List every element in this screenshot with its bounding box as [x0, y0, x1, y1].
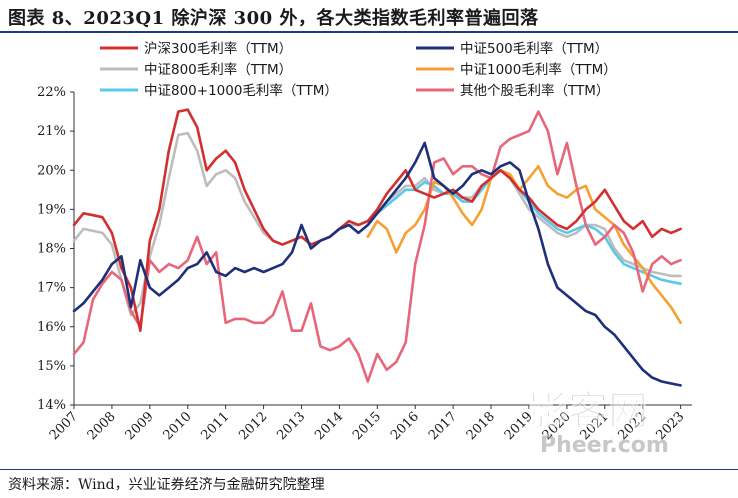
x-tick-label: 2018	[464, 409, 498, 443]
watermark-url: Pheer.com	[540, 433, 669, 458]
x-tick-label: 2016	[388, 409, 422, 443]
x-tick-label: 2009	[123, 409, 157, 443]
legend-label-1: 中证500毛利率（TTM）	[460, 40, 608, 57]
x-tick-label: 2014	[312, 409, 346, 443]
legend-label-4: 中证800+1000毛利率（TTM）	[144, 82, 338, 99]
y-tick-label: 21%	[37, 124, 66, 139]
y-tick-label: 14%	[37, 398, 66, 413]
title-divider	[0, 31, 738, 33]
x-tick-label: 2007	[47, 409, 81, 443]
x-tick-label: 2017	[426, 409, 460, 443]
x-tick-label: 2013	[274, 409, 308, 443]
series-line-4	[366, 169, 682, 285]
x-tick-label: 2012	[236, 409, 270, 443]
line-chart: 沪深300毛利率（TTM） 中证500毛利率（TTM） 中证800毛利率（TTM） 中…	[37, 40, 692, 459]
source-divider	[0, 469, 738, 470]
page-title: 图表 8、2023Q1 除沪深 300 外，各大类指数毛利率普遍回落	[8, 8, 539, 29]
series-line-2	[72, 131, 682, 317]
x-tick-label: 2008	[85, 409, 119, 443]
x-tick-label: 2010	[161, 409, 195, 443]
x-tick-label: 2015	[350, 409, 384, 443]
legend-label-2: 中证800毛利率（TTM）	[144, 61, 292, 78]
y-tick-label: 22%	[37, 85, 66, 100]
legend-label-3: 中证1000毛利率（TTM）	[460, 61, 617, 78]
y-tick-label: 17%	[37, 281, 66, 296]
y-tick-label: 18%	[37, 242, 66, 257]
series-line-5	[72, 110, 682, 383]
x-tick-label: 2011	[198, 409, 232, 443]
y-tick-label: 15%	[37, 359, 66, 374]
series-line-1	[72, 141, 682, 387]
y-tick-label: 19%	[37, 202, 66, 217]
y-tick-label: 20%	[37, 163, 66, 178]
watermark-logo: 影客网 Pheer.com	[528, 388, 669, 459]
series-lines	[72, 108, 682, 387]
legend-label-5: 其他个股毛利率（TTM）	[460, 82, 609, 99]
source-note: 资料来源：Wind，兴业证券经济与金融研究院整理	[8, 477, 325, 493]
y-tick-label: 16%	[37, 320, 66, 335]
watermark-text: 影客网	[528, 388, 648, 434]
legend: 沪深300毛利率（TTM） 中证500毛利率（TTM） 中证800毛利率（TTM） 中…	[100, 40, 617, 99]
legend-label-0: 沪深300毛利率（TTM）	[144, 40, 292, 57]
series-line-0	[72, 108, 682, 332]
